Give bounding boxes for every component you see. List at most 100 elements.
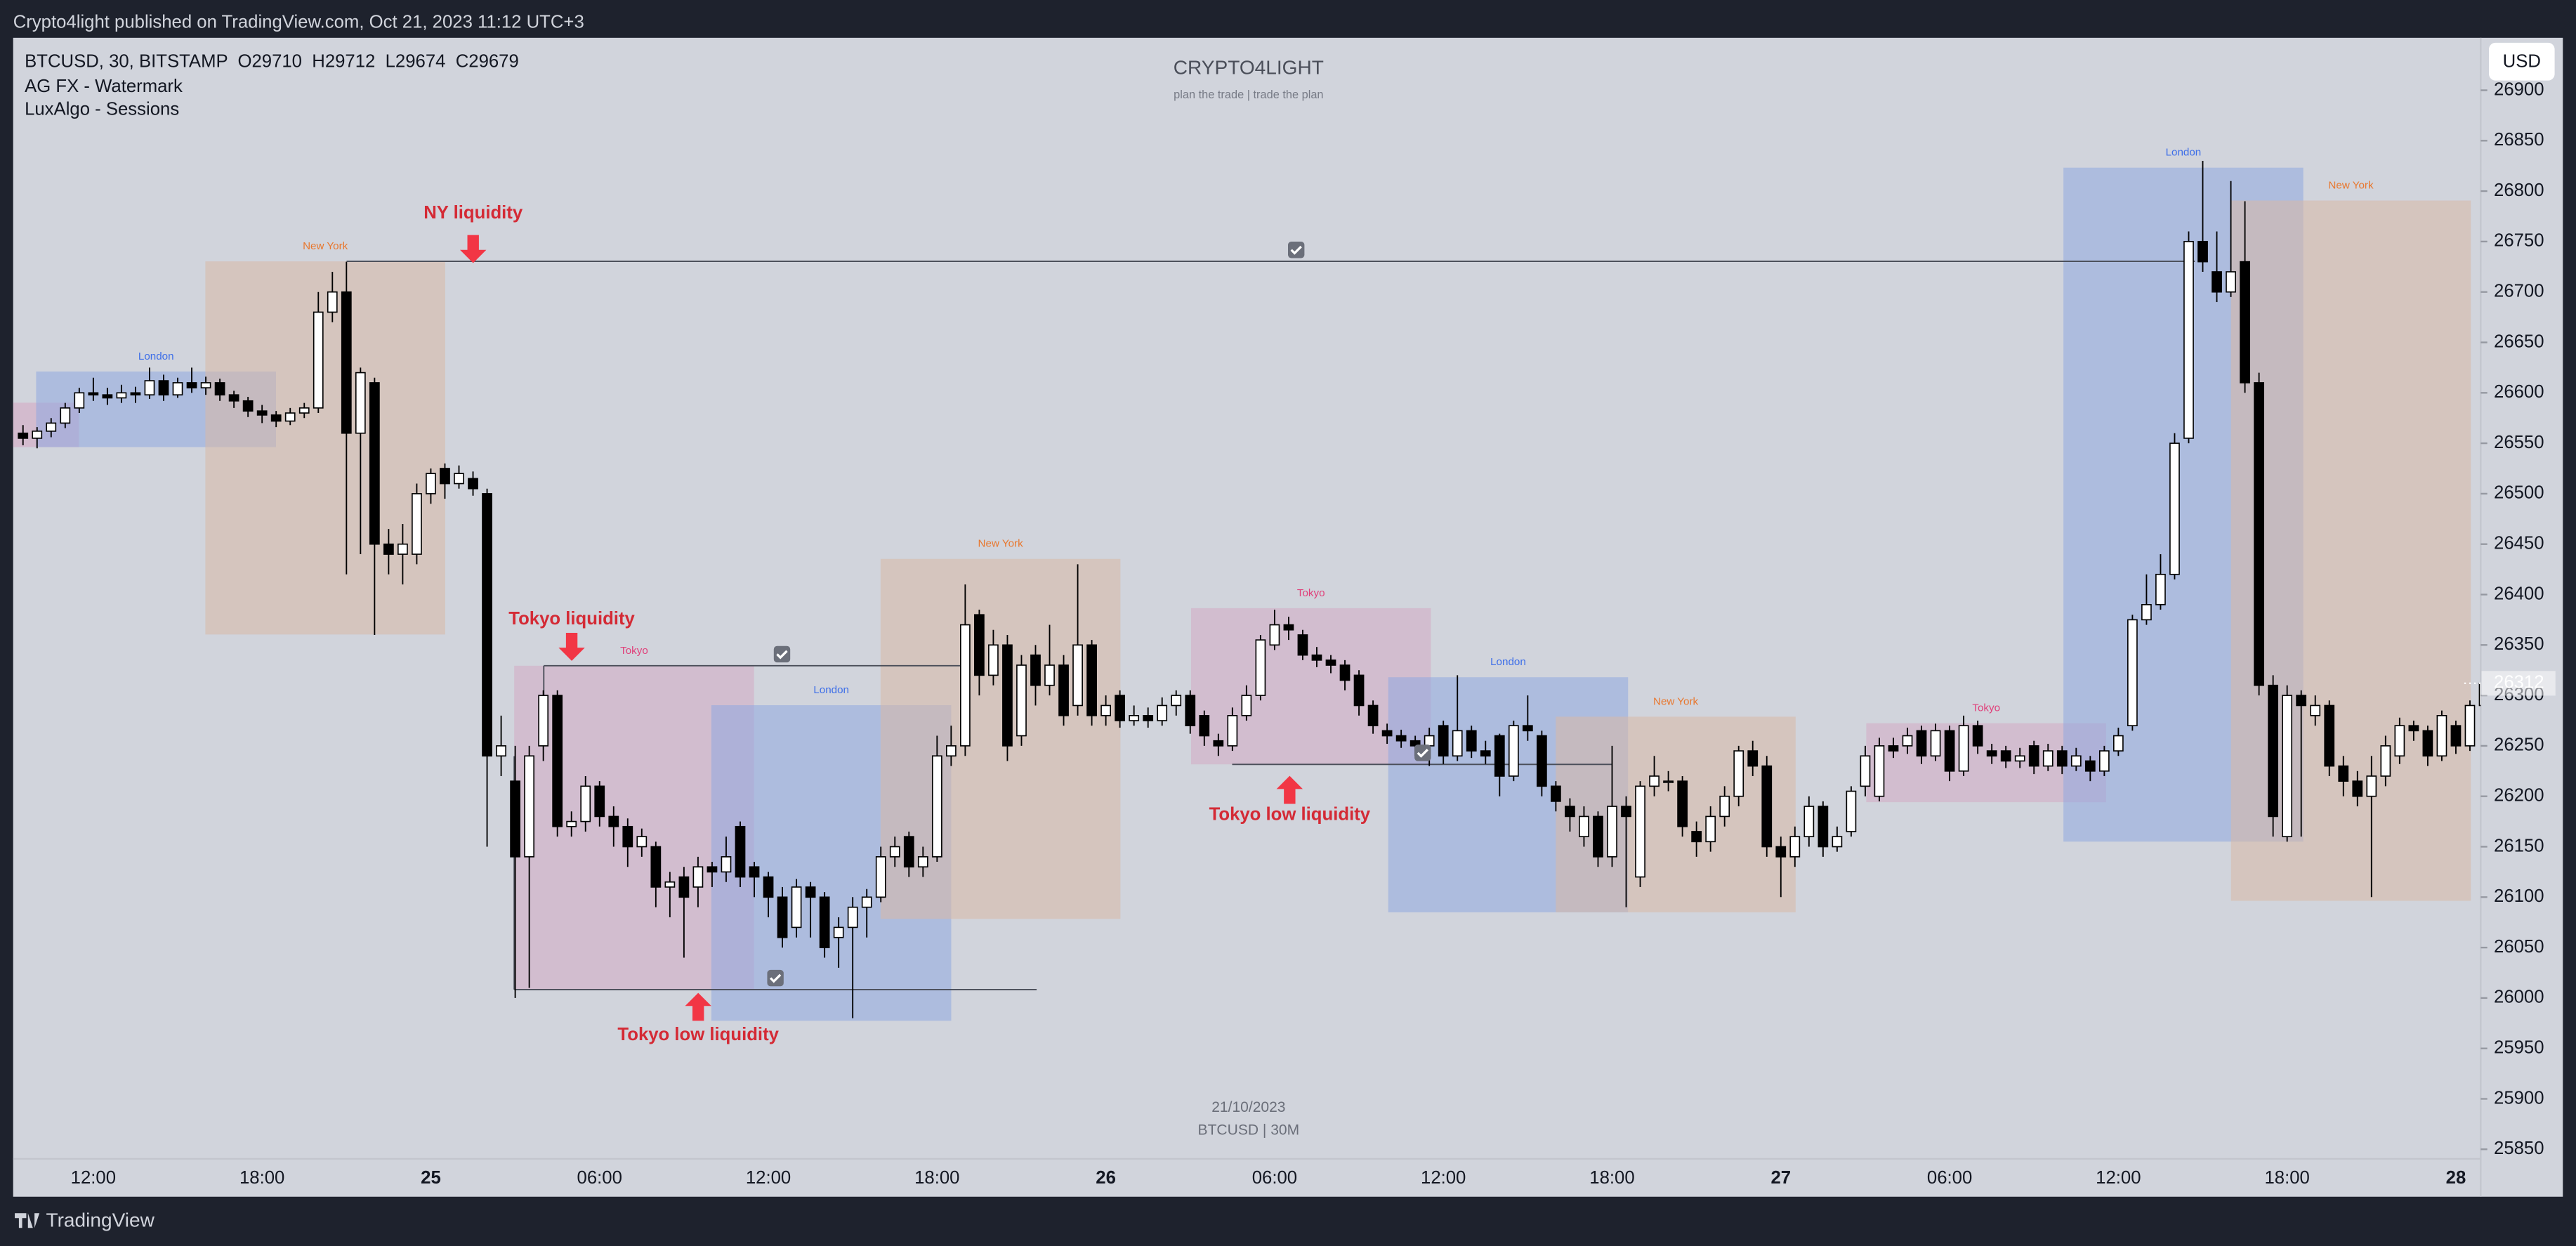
candle-body [538,695,549,747]
check-mark [1290,245,1302,255]
candle-body [1283,624,1294,631]
candle-body [1269,624,1280,646]
candle-body [2240,261,2250,383]
candle-body [1466,730,1477,752]
candle-body [974,614,985,676]
annotation-arrow [1276,775,1303,804]
candle-body [2436,714,2447,757]
candle-body [228,394,239,402]
check-mark [1417,749,1428,758]
candle-body [622,825,633,848]
candle-body [1789,836,1801,858]
candle-body [763,876,774,898]
annotation-arrow [685,992,711,1021]
candle-body [1395,735,1407,742]
candle-body [1818,806,1829,848]
candle-body [2226,271,2236,293]
candle-body [46,422,57,432]
candle-body [1958,725,1969,772]
session-label: New York [1653,695,1699,707]
candle-body [1480,750,1491,757]
last-price-box [2481,671,2556,696]
candle-body [327,291,338,313]
session-box [205,261,445,635]
y-tick-label: 26250 [2494,735,2544,755]
candle-body [1508,725,1519,777]
candle-body [2422,730,2433,757]
watermark-caption: BTCUSD | 30M [1198,1122,1300,1139]
candle-body [313,311,324,409]
candle-body [861,896,872,908]
candle-body [1916,730,1927,757]
session-label: Tokyo [620,645,648,657]
candle-body [1663,780,1674,783]
candle-body [1775,846,1787,858]
x-tick-label: 12:00 [1421,1168,1466,1188]
candle-body [608,815,619,827]
candle-body [2212,271,2222,293]
session-label: Tokyo [1972,702,2000,714]
candle-body [1086,644,1097,716]
candle-body [2268,684,2279,818]
candle-body [749,866,760,878]
candle-body [552,695,563,827]
watermark-title: CRYPTO4LIGHT [1174,57,1324,79]
candle-body [130,392,141,395]
candle-body [1565,806,1575,818]
candle-body [2310,704,2321,716]
candle-body [1171,695,1182,707]
candle-body [2169,442,2180,575]
candle-body [1044,664,1055,686]
candle-body [60,407,71,424]
y-tick-label: 26400 [2494,584,2544,603]
candle-body [580,785,591,822]
y-tick-label: 26900 [2494,79,2544,99]
candle-body [88,392,99,395]
symbol-line: BTCUSD, 30, BITSTAMP O29710 H29712 L2967… [25,52,519,72]
candle-body [1649,775,1660,787]
candle-body [341,291,352,434]
session-label: New York [2328,179,2374,191]
candle-body [2098,750,2110,772]
currency-button[interactable] [2489,42,2555,81]
candle-body [144,380,155,395]
candle-body [1607,806,1617,858]
candle-body [777,896,788,938]
watermark-subtitle: plan the trade | trade the plan [1174,88,1323,101]
candle-body [1072,644,1083,707]
candle-body [2127,619,2138,726]
candle-body [1944,730,1955,772]
y-tick-label: 26500 [2494,483,2544,503]
y-tick-label: 26350 [2494,634,2544,654]
y-tick-label: 26650 [2494,332,2544,351]
candle-body [903,836,914,868]
candle-body [988,644,999,676]
candle-body [158,380,169,395]
candle-body [1213,740,1224,747]
candle-body [1930,730,1941,757]
candle-body [468,478,478,490]
indicator: LuxAlgo - Sessions [25,100,179,119]
candle-body [172,382,183,395]
candle-body [707,866,718,873]
x-tick-label: 18:00 [1589,1168,1634,1188]
candle-body [2366,775,2377,797]
candle-body [74,392,85,409]
candle-body [2394,725,2405,757]
y-tick-label: 25900 [2494,1088,2544,1108]
x-tick-label: 18:00 [914,1168,959,1188]
candle-body [1902,735,1913,747]
candle-body [692,866,704,888]
check-icon [773,645,791,663]
check-icon [1414,745,1431,761]
x-tick-label: 12:00 [71,1168,116,1188]
session-label: New York [303,240,348,252]
candle-body [1452,730,1463,757]
candle-body [1551,785,1561,802]
published-line: Crypto4light published on TradingView.co… [13,13,584,32]
currency-label[interactable]: USD [2503,52,2541,72]
candle-body [284,412,296,422]
candle-body [524,755,534,858]
